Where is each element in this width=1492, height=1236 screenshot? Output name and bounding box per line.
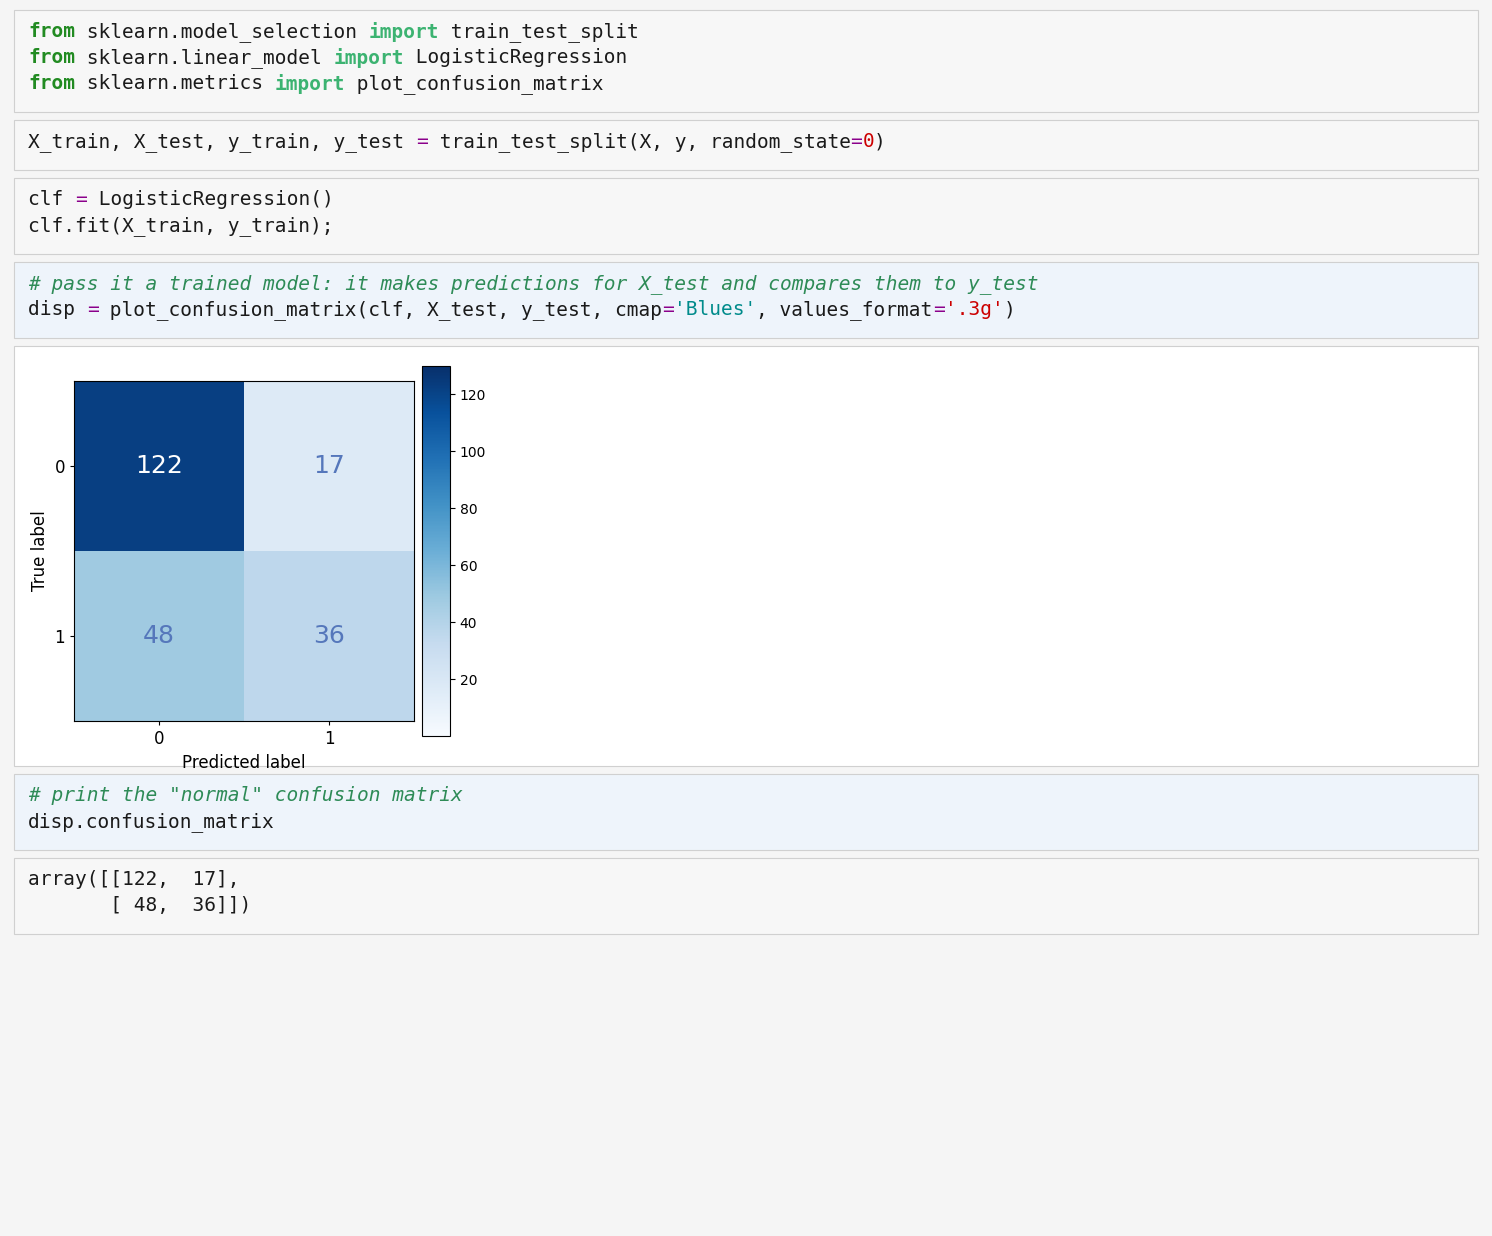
Text: # print the "normal" confusion matrix: # print the "normal" confusion matrix — [28, 786, 463, 805]
X-axis label: Predicted label: Predicted label — [182, 754, 306, 771]
FancyBboxPatch shape — [13, 178, 1479, 255]
Text: =: = — [850, 132, 862, 151]
Text: disp: disp — [28, 300, 87, 319]
Text: import: import — [369, 22, 439, 42]
Y-axis label: True label: True label — [31, 510, 49, 591]
Text: 48: 48 — [143, 624, 175, 648]
Text: ): ) — [874, 132, 886, 151]
FancyBboxPatch shape — [13, 774, 1479, 850]
Text: =: = — [416, 132, 428, 151]
Text: from: from — [28, 74, 75, 93]
Text: [ 48,  36]]): [ 48, 36]]) — [28, 896, 251, 915]
Text: array([[122,  17],: array([[122, 17], — [28, 870, 240, 889]
Text: import: import — [275, 74, 345, 94]
FancyBboxPatch shape — [13, 10, 1479, 112]
Text: =: = — [75, 190, 87, 209]
Text: train_test_split: train_test_split — [439, 22, 639, 42]
FancyBboxPatch shape — [13, 262, 1479, 337]
Text: import: import — [334, 48, 404, 68]
Text: '.3g': '.3g' — [944, 300, 1003, 319]
FancyBboxPatch shape — [13, 346, 1479, 766]
Text: ): ) — [1003, 300, 1015, 319]
Text: =: = — [932, 300, 944, 319]
Text: plot_confusion_matrix: plot_confusion_matrix — [345, 74, 604, 94]
Text: X_train, X_test, y_train, y_test: X_train, X_test, y_train, y_test — [28, 132, 416, 152]
Text: LogisticRegression(): LogisticRegression() — [87, 190, 334, 209]
Text: 'Blues': 'Blues' — [674, 300, 756, 319]
Text: LogisticRegression: LogisticRegression — [404, 48, 627, 67]
FancyBboxPatch shape — [13, 120, 1479, 171]
Text: =: = — [662, 300, 674, 319]
FancyBboxPatch shape — [13, 858, 1479, 934]
Text: 36: 36 — [313, 624, 345, 648]
Text: plot_confusion_matrix(clf, X_test, y_test, cmap: plot_confusion_matrix(clf, X_test, y_tes… — [98, 300, 662, 320]
Text: train_test_split(X, y, random_state: train_test_split(X, y, random_state — [428, 132, 850, 152]
Text: clf: clf — [28, 190, 75, 209]
Text: , values_format: , values_format — [756, 300, 932, 320]
Text: from: from — [28, 22, 75, 41]
Text: clf.fit(X_train, y_train);: clf.fit(X_train, y_train); — [28, 216, 334, 236]
Text: sklearn.linear_model: sklearn.linear_model — [75, 48, 334, 68]
Text: disp.confusion_matrix: disp.confusion_matrix — [28, 812, 275, 832]
Text: 17: 17 — [313, 454, 345, 478]
Text: sklearn.metrics: sklearn.metrics — [75, 74, 275, 93]
Text: 0: 0 — [862, 132, 874, 151]
Text: sklearn.model_selection: sklearn.model_selection — [75, 22, 369, 42]
Text: =: = — [87, 300, 98, 319]
Text: from: from — [28, 48, 75, 67]
Text: 122: 122 — [136, 454, 184, 478]
Text: # pass it a trained model: it makes predictions for X_test and compares them to : # pass it a trained model: it makes pred… — [28, 274, 1038, 294]
